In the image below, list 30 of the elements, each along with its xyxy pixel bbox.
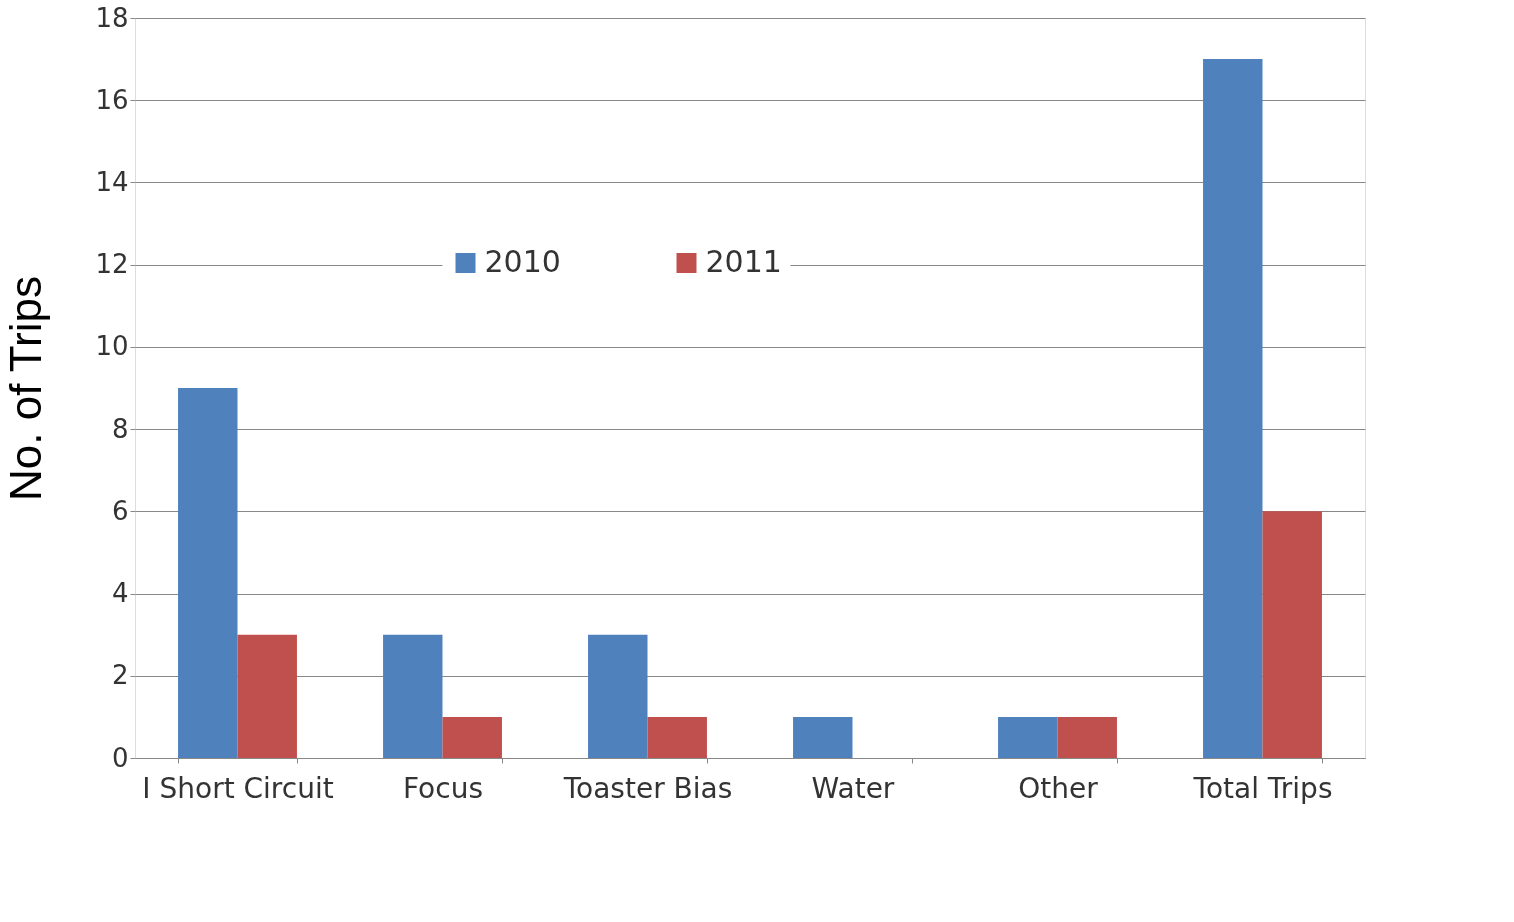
x-tick-label: Toaster Bias [562,771,733,805]
bar [588,634,648,758]
y-tick-label: 0 [111,742,129,773]
bar [1262,511,1322,758]
legend-label: 2011 [705,244,782,279]
bar [998,716,1058,758]
y-axis-title: No. of Trips [1,276,51,501]
x-tick-label: I Short Circuit [142,771,334,805]
x-tick-label: Total Trips [1192,771,1333,805]
legend-label: 2010 [484,244,561,279]
x-tick-label: Other [1018,771,1099,805]
bar [793,716,853,758]
y-tick-label: 16 [95,84,129,115]
y-tick-label: 2 [111,660,129,691]
y-tick-label: 12 [95,249,129,280]
y-tick-label: 8 [111,413,129,444]
y-tick-label: 10 [95,331,129,362]
y-tick-label: 6 [111,495,129,526]
x-tick-label: Focus [403,771,483,805]
bar [1057,716,1117,758]
y-tick-label: 18 [95,2,129,33]
bar [442,716,502,758]
bar [1203,59,1263,758]
y-tick-label: 4 [111,578,129,609]
x-tick-label: Water [811,771,895,805]
bar [178,388,238,758]
bar [647,716,707,758]
bar [383,634,443,758]
y-tick-label: 14 [95,166,129,197]
bar [237,634,297,758]
